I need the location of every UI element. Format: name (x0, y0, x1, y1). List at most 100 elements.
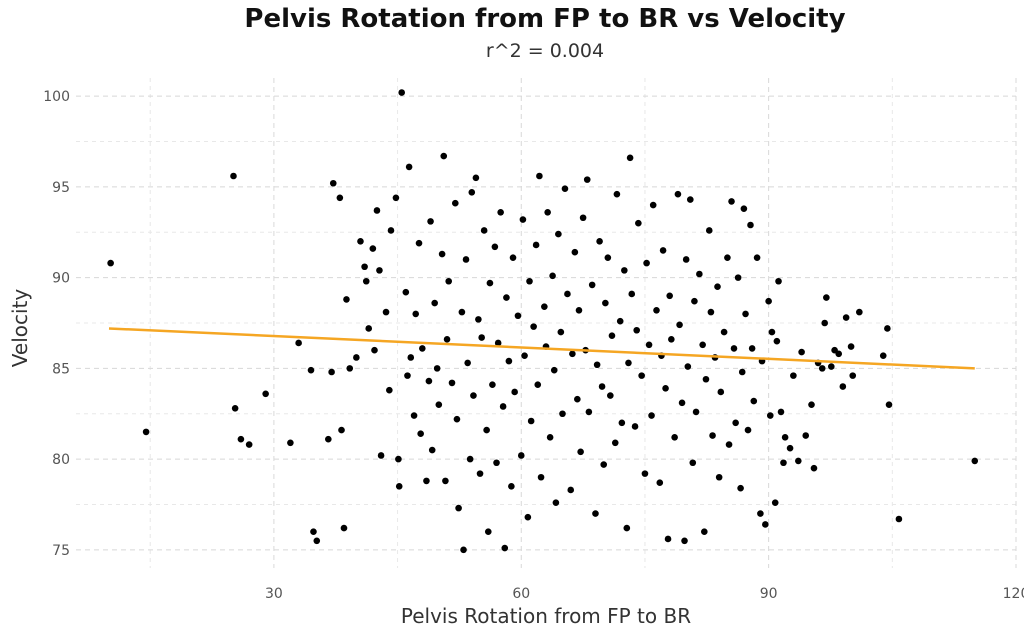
data-point (611, 439, 619, 447)
data-point (230, 172, 237, 180)
data-point (613, 190, 621, 198)
data-point (762, 521, 769, 528)
data-point (508, 483, 515, 490)
data-point (569, 350, 576, 358)
data-point (419, 345, 426, 352)
data-point (621, 267, 628, 274)
data-point (404, 372, 411, 379)
data-point (417, 430, 424, 438)
data-point (818, 365, 826, 372)
data-point (765, 297, 772, 305)
data-point (643, 259, 650, 267)
data-point (748, 345, 756, 352)
data-point (604, 254, 612, 261)
data-point (313, 537, 321, 545)
data-point (453, 415, 461, 423)
data-point (361, 263, 368, 271)
data-point (509, 254, 517, 261)
data-point (681, 537, 688, 545)
data-point (511, 388, 518, 396)
data-point (497, 208, 504, 216)
data-point (780, 459, 787, 467)
data-point (514, 312, 522, 320)
data-point (464, 359, 471, 367)
data-point (346, 365, 354, 372)
data-point (329, 179, 337, 187)
x-axis-label: Pelvis Rotation from FP to BR (400, 604, 692, 628)
trendline (108, 327, 975, 370)
data-point (433, 365, 441, 372)
data-point (849, 372, 857, 379)
data-point (689, 459, 697, 467)
data-point (649, 201, 657, 209)
data-point (494, 339, 502, 347)
data-point (676, 321, 683, 329)
data-point (503, 294, 510, 301)
x-tick-label: 120 (1003, 586, 1024, 602)
data-point (555, 230, 562, 238)
data-point (775, 277, 782, 285)
data-point (340, 524, 348, 532)
data-point (412, 310, 420, 318)
data-point (827, 363, 835, 370)
data-point (295, 339, 302, 347)
data-point (501, 544, 509, 552)
data-point (602, 299, 609, 307)
data-point (766, 412, 774, 419)
data-point (633, 326, 641, 334)
data-point (532, 241, 540, 249)
data-point (728, 198, 735, 205)
data-point (616, 317, 624, 325)
data-point (458, 308, 466, 316)
data-point (382, 308, 390, 316)
data-point (460, 546, 467, 554)
data-point (325, 435, 332, 443)
data-point (415, 239, 423, 247)
data-point (885, 401, 893, 408)
data-point (608, 332, 616, 340)
data-point (107, 259, 114, 267)
data-point (802, 432, 810, 439)
data-point (618, 419, 626, 427)
y-tick-label: 85 (52, 361, 70, 377)
data-point (668, 336, 675, 343)
data-point (365, 325, 373, 332)
data-point (410, 412, 418, 419)
data-point (737, 484, 744, 492)
data-point (237, 435, 245, 443)
data-point (847, 343, 855, 350)
data-point (750, 397, 758, 405)
data-point (798, 348, 805, 356)
data-point (369, 245, 377, 252)
data-point (623, 524, 631, 532)
data-point (671, 434, 678, 441)
data-point (466, 455, 474, 463)
data-point (527, 417, 535, 425)
data-point (431, 299, 438, 307)
y-tick-label: 95 (52, 180, 70, 196)
data-point (628, 290, 636, 298)
data-point (790, 372, 797, 379)
data-point (715, 473, 723, 481)
data-point (842, 314, 850, 321)
data-point (747, 221, 754, 229)
data-point (678, 399, 686, 407)
data-point (567, 486, 575, 494)
data-point (455, 504, 462, 512)
data-point (808, 401, 815, 408)
data-point (357, 238, 364, 245)
data-point (544, 208, 551, 216)
data-point (231, 404, 239, 412)
data-point (691, 297, 698, 305)
data-point (768, 328, 776, 336)
data-point (795, 457, 802, 465)
data-point (571, 248, 579, 256)
data-point (835, 350, 843, 358)
data-point (638, 372, 645, 379)
y-tick-label: 80 (52, 452, 70, 468)
data-point (536, 172, 543, 180)
data-point (476, 470, 484, 477)
data-point (557, 328, 565, 336)
data-point (395, 483, 403, 490)
